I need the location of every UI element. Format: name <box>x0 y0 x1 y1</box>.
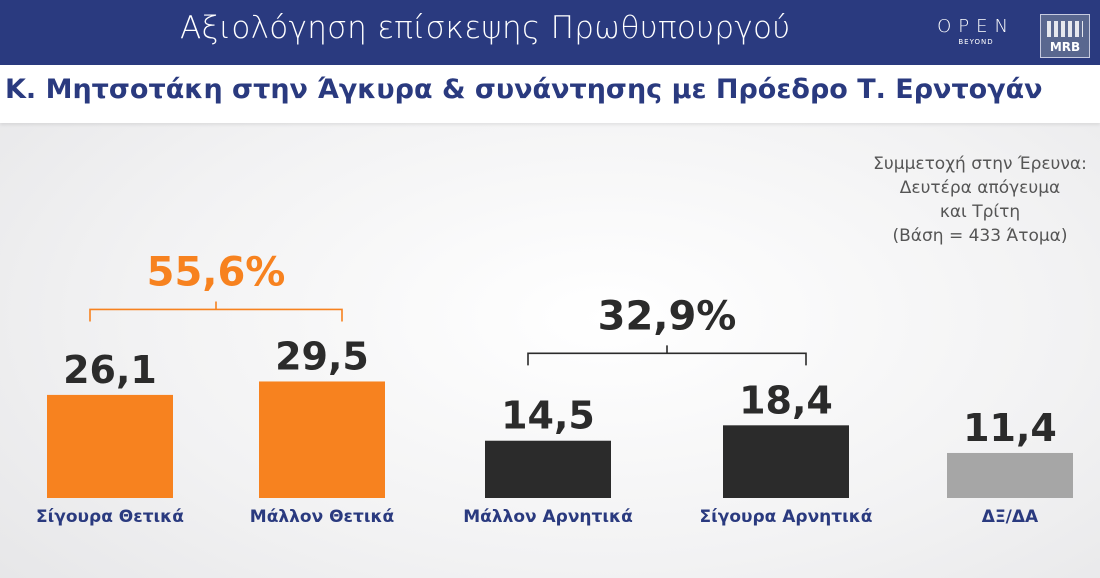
bar-value-label-5: 11,4 <box>963 406 1057 450</box>
bar-5 <box>947 452 1073 498</box>
bar-value-label-2: 29,5 <box>275 334 369 378</box>
survey-note-line-2: Δευτέρα απόγευμα <box>899 178 1061 198</box>
bar-3 <box>485 440 611 498</box>
mrb-logo: MRB <box>1040 14 1090 58</box>
survey-note-line-4: (Βάση = 433 Άτομα) <box>892 226 1068 246</box>
header-title: Αξιολόγηση επίσκεψης Πρωθυπουργού <box>180 10 791 46</box>
subheader-title: Κ. Μητσοτάκη στην Άγκυρα & συνάντησης με… <box>5 74 1043 105</box>
bar-value-label-3: 14,5 <box>501 394 595 438</box>
category-label-2: Μάλλον Θετικά <box>250 507 394 527</box>
mrb-logo-text: MRB <box>1049 40 1081 54</box>
survey-note: Συμμετοχή στην Έρευνα: Δευτέρα απόγευμα … <box>860 152 1100 248</box>
group-total-label-1: 55,6% <box>147 249 286 295</box>
category-label-5: ΔΞ/ΔΑ <box>982 507 1039 527</box>
open-logo-text: OPEN <box>937 16 1015 37</box>
open-beyond-logo: OPEN BEYOND <box>928 18 1024 58</box>
bar-value-label-1: 26,1 <box>63 348 157 392</box>
bar-4 <box>723 425 849 498</box>
survey-note-line-3: και Τρίτη <box>939 202 1021 222</box>
beyond-logo-text: BEYOND <box>958 38 994 46</box>
mrb-logo-bars <box>1047 21 1083 37</box>
category-label-1: Σίγουρα Θετικά <box>36 507 184 527</box>
bar-value-label-4: 18,4 <box>739 378 833 422</box>
group-total-label-2: 32,9% <box>598 293 737 339</box>
group-bracket-1 <box>89 301 343 322</box>
bar-2 <box>259 381 385 498</box>
bar-1 <box>47 394 173 498</box>
header-bar: Αξιολόγηση επίσκεψης Πρωθυπουργού OPEN B… <box>0 0 1100 65</box>
group-bracket-2 <box>527 345 807 366</box>
category-label-4: Σίγουρα Αρνητικά <box>700 507 873 527</box>
subheader-bar: Κ. Μητσοτάκη στην Άγκυρα & συνάντησης με… <box>0 65 1100 123</box>
category-label-3: Μάλλον Αρνητικά <box>463 507 633 527</box>
survey-note-line-1: Συμμετοχή στην Έρευνα: <box>873 154 1087 174</box>
